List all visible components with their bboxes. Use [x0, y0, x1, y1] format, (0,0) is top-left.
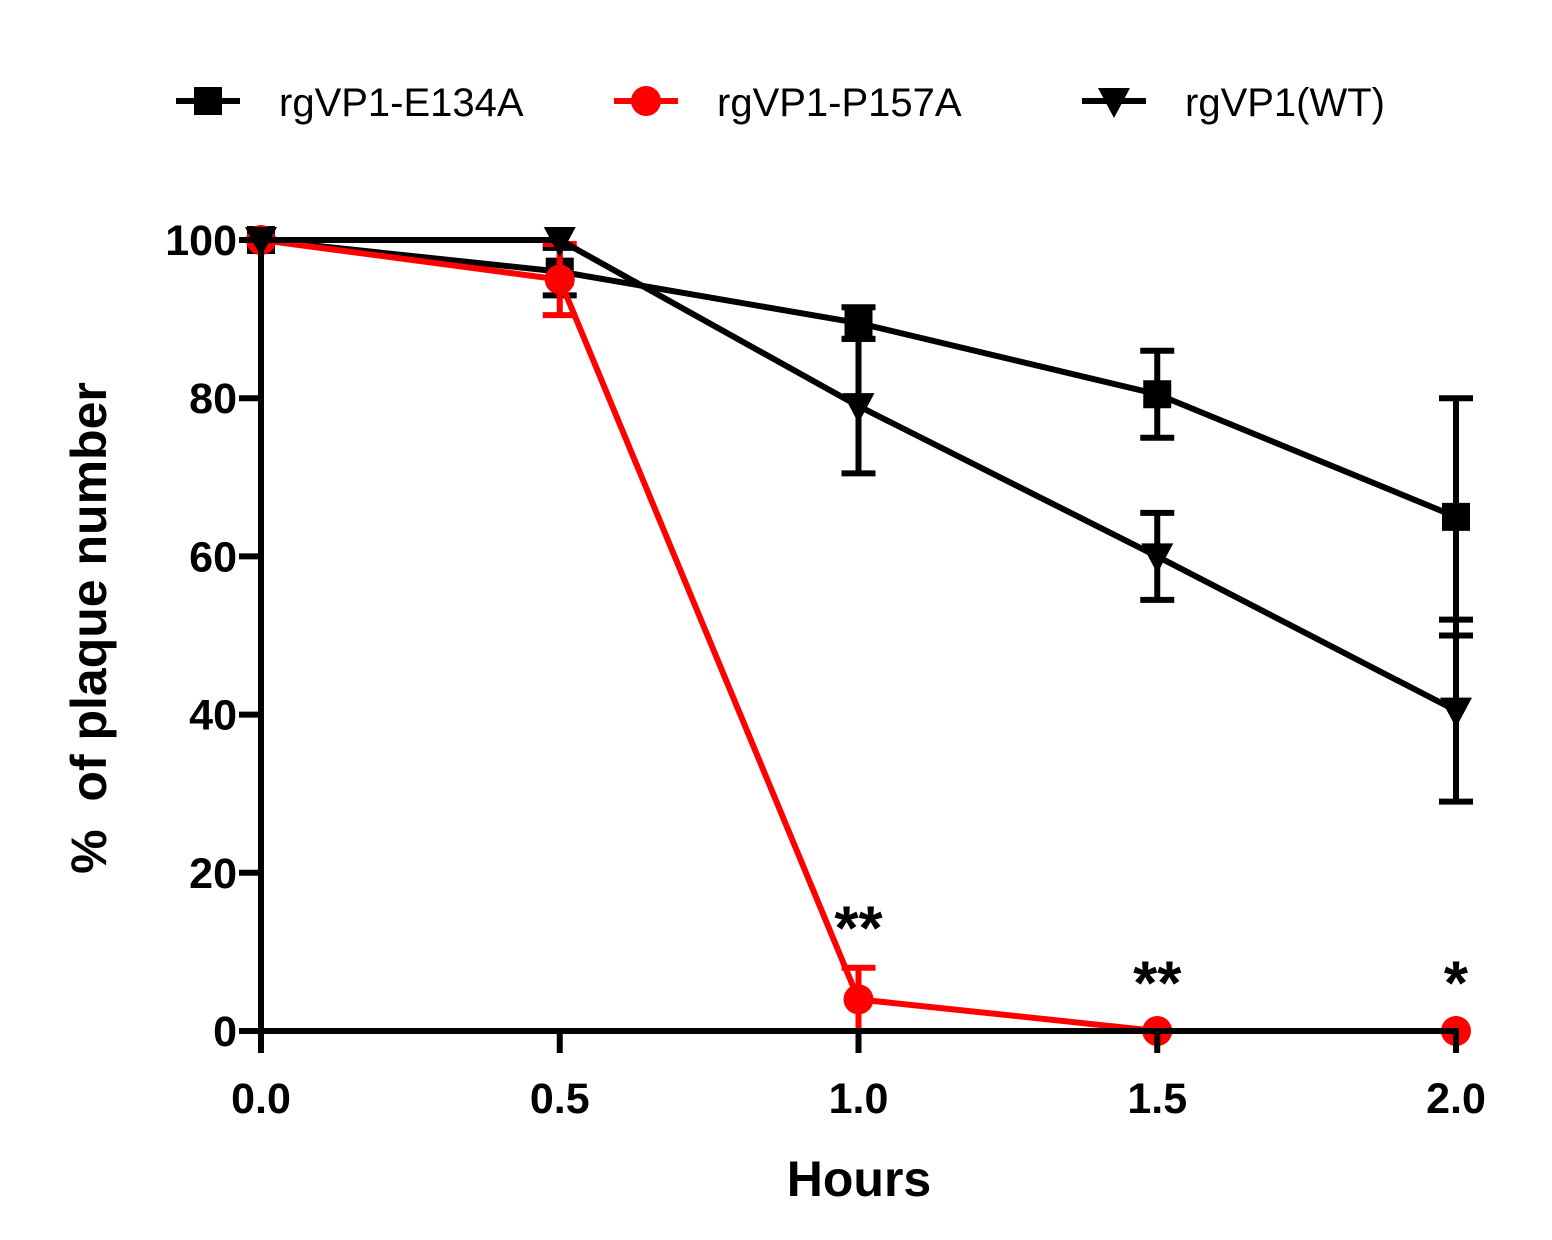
data-point [543, 227, 576, 257]
y-tick-label: 80 [189, 375, 237, 423]
data-point [843, 984, 874, 1015]
y-tick-label: 60 [189, 533, 237, 581]
y-tick-label: 40 [189, 692, 237, 740]
legend-label: rgVP1-E134A [279, 81, 524, 125]
data-point [844, 309, 873, 338]
series-rgvp1-wt [245, 227, 1473, 805]
series-layer [245, 225, 1473, 1046]
legend-item-rgvp1-e134a: rgVP1-E134A [176, 81, 524, 125]
data-point [1440, 697, 1472, 728]
significance-annotation: ** [1133, 950, 1182, 1019]
x-tick-label: 1.0 [829, 1075, 889, 1123]
legend-marker [631, 86, 661, 116]
legend: rgVP1-E134A rgVP1-P157A rgVP1(WT) [176, 81, 1385, 125]
x-axis-title: Hours [787, 1151, 931, 1207]
data-point [1143, 380, 1172, 409]
axes: 0 20 40 60 80 100 0.0 0.5 1.0 1.5 2.0 [165, 217, 1486, 1123]
data-point [1442, 502, 1470, 531]
x-tick-label: 2.0 [1426, 1075, 1486, 1123]
y-tick-label: 100 [165, 217, 237, 265]
legend-marker [1098, 88, 1130, 118]
legend-item-rgvp1-wt: rgVP1(WT) [1082, 81, 1385, 125]
x-tick-label: 0.0 [231, 1075, 291, 1123]
data-point [1141, 543, 1174, 574]
legend-item-rgvp1-p157a: rgVP1-P157A [614, 81, 962, 125]
y-tick-label: 20 [189, 850, 237, 898]
y-tick-label: 0 [213, 1008, 237, 1056]
legend-label: rgVP1(WT) [1185, 81, 1385, 125]
x-tick-label: 0.5 [530, 1075, 590, 1123]
significance-annotation: * [1444, 950, 1469, 1019]
y-axis-title: % of plaque number [61, 382, 117, 874]
legend-label: rgVP1-P157A [717, 81, 962, 125]
significance-annotation: ** [834, 894, 883, 963]
data-point [842, 393, 875, 424]
annotations: **** * [834, 894, 1469, 1018]
legend-marker [194, 87, 222, 115]
x-tick-label: 1.5 [1127, 1075, 1187, 1123]
data-point [544, 264, 575, 295]
